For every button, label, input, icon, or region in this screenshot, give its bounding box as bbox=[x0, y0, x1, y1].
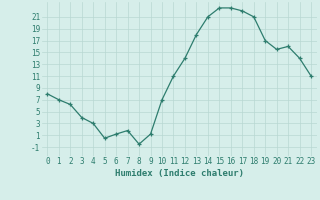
X-axis label: Humidex (Indice chaleur): Humidex (Indice chaleur) bbox=[115, 169, 244, 178]
